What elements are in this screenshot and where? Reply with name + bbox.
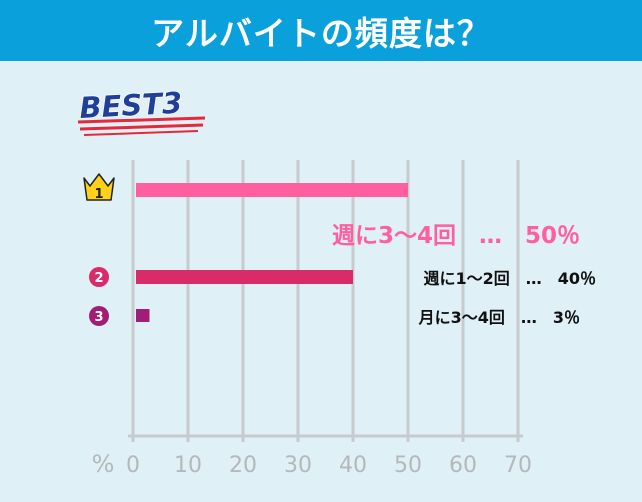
rank-2-badge: 2 bbox=[89, 267, 109, 287]
x-axis: 0 10 20 30 40 50 60 70% bbox=[92, 434, 532, 478]
best3-label: BEST3 bbox=[79, 86, 183, 125]
x-tick-label: 0 bbox=[126, 453, 140, 478]
x-tick-label: 10 bbox=[174, 453, 202, 478]
chart-bars bbox=[136, 183, 408, 322]
x-tick-label: 40 bbox=[339, 453, 367, 478]
x-tick-label: 20 bbox=[229, 453, 257, 478]
x-tick-label: 60 bbox=[449, 453, 477, 478]
bar-1 bbox=[136, 183, 408, 197]
page-title: アルバイトの頻度は？ bbox=[151, 13, 491, 53]
x-axis-label: % bbox=[92, 450, 115, 478]
x-tick-label: 50 bbox=[394, 453, 422, 478]
data-label-3: 月に3～4回 … 3％ bbox=[418, 308, 580, 327]
rank-circle bbox=[89, 306, 109, 326]
bar-3 bbox=[136, 309, 150, 322]
rank-markers: 1 2 3 bbox=[83, 173, 115, 326]
crown-icon: 1 bbox=[83, 173, 115, 202]
bar-2 bbox=[136, 270, 353, 284]
rank-2-number: 2 bbox=[94, 271, 103, 286]
x-tick-label: 70 bbox=[504, 453, 532, 478]
chart-gridlines bbox=[131, 160, 520, 436]
crown-shape bbox=[83, 173, 115, 201]
rank-3-number: 3 bbox=[94, 310, 103, 325]
header-banner: アルバイトの頻度は？ bbox=[0, 0, 642, 61]
data-label-2: 週に1～2回 … 40％ bbox=[423, 269, 596, 288]
rank-3-badge: 3 bbox=[89, 306, 109, 326]
x-tick-label: 30 bbox=[284, 453, 312, 478]
best3-badge: BEST3 bbox=[78, 85, 206, 136]
data-labels: 週に3～4回 … 50％ 週に1～2回 … 40％ 月に3～4回 … 3％ bbox=[332, 223, 596, 327]
rank-1-number: 1 bbox=[94, 187, 103, 202]
rank-circle bbox=[89, 267, 109, 287]
data-label-1: 週に3～4回 … 50％ bbox=[332, 223, 580, 249]
